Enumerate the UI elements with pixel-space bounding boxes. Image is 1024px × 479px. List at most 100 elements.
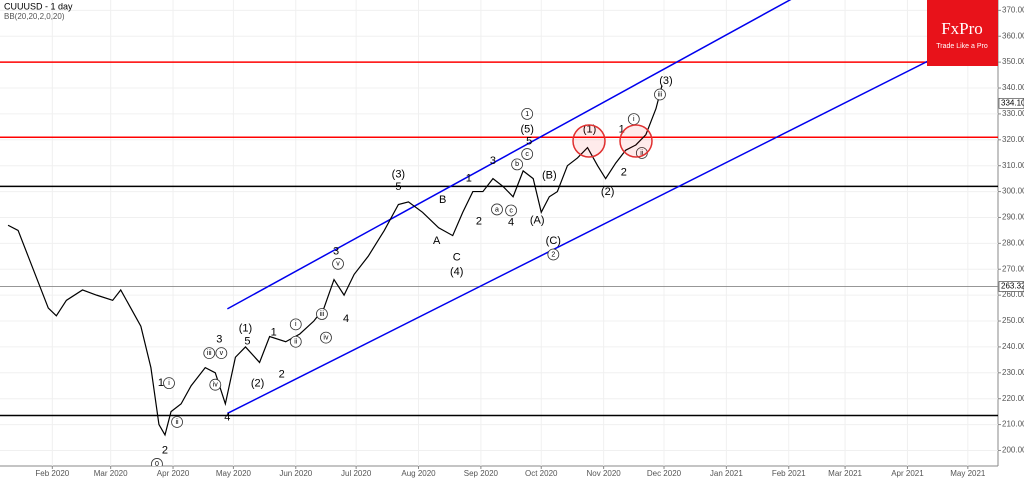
wave-label: ii [640, 150, 644, 157]
wave-label: 1 [619, 123, 625, 135]
wave-label: i [633, 116, 635, 123]
wave-circle [521, 148, 534, 160]
wave-circle [203, 347, 216, 360]
x-tick-label: Oct 2020 [525, 469, 558, 478]
plot: 021 iiiiiiivv34(1)5(2)12iiiiiiivv34(3)5BA… [0, 0, 998, 468]
wave-label: 1 [466, 173, 472, 185]
wave-circle [521, 108, 534, 120]
wave-label: 4 [508, 217, 514, 229]
channel-line [227, 25, 998, 415]
wave-label: (2) [601, 186, 614, 198]
wave-label: 5 [244, 336, 250, 348]
wave-circle [171, 416, 183, 428]
x-tick-label: Feb 2020 [35, 469, 69, 478]
wave-label: (1) [239, 323, 252, 335]
y-tick-label: 200.00 [1002, 446, 1024, 455]
y-tick-label: 250.00 [1002, 316, 1024, 325]
wave-circle [289, 318, 302, 331]
wave-label: iv [323, 334, 329, 341]
wave-circle [151, 458, 163, 466]
wave-label: v [220, 350, 224, 357]
wave-label: a [495, 206, 499, 213]
y-tick-label: 290.00 [1002, 213, 1024, 222]
logo-tagline: Trade Like a Pro [936, 43, 988, 50]
y-tick-label: 210.00 [1002, 420, 1024, 429]
price-label: 263.32 [1001, 282, 1024, 291]
price-line [7, 85, 663, 437]
y-tick-label: 260.00 [1002, 290, 1024, 299]
wave-label: c [525, 151, 529, 158]
price-label-box [998, 281, 1024, 292]
wave-circle [320, 331, 332, 344]
wave-circle [654, 88, 666, 101]
wave-label: 2 [279, 369, 285, 381]
x-tick-label: Mar 2021 [828, 469, 862, 478]
wave-label: 1 [525, 111, 529, 118]
wave-label: 0 [155, 461, 159, 468]
wave-label: (4) [450, 266, 463, 278]
y-tick-label: 360.00 [1002, 31, 1024, 40]
wave-label: iii [207, 350, 212, 357]
wave-label: b [515, 161, 519, 168]
wave-circle [332, 257, 344, 270]
wave-circle [215, 347, 228, 360]
wave-label: i [295, 321, 297, 328]
wave-label: (3) [392, 168, 405, 180]
y-tick-label: 370.00 [1002, 5, 1024, 14]
wave-circle [491, 203, 503, 216]
wave-label: 4 [224, 411, 230, 423]
logo-box [927, 0, 998, 66]
wave-label: (C) [546, 235, 561, 247]
x-tick-label: Aug 2020 [401, 469, 436, 478]
x-tick-label: May 2021 [950, 469, 986, 478]
x-tick-label: Mar 2020 [94, 469, 128, 478]
price-label: 334.10 [1001, 98, 1024, 107]
logo-brand: FxPro [941, 19, 983, 38]
wave-label: 2 [621, 166, 627, 178]
wave-label: i [168, 380, 170, 387]
wave-label: 3 [490, 155, 496, 167]
wave-circle [163, 377, 175, 390]
y-tick-label: 220.00 [1002, 394, 1024, 403]
y-tick-label: 330.00 [1002, 109, 1024, 118]
x-tick-label: Jul 2020 [341, 469, 372, 478]
y-tick-label: 230.00 [1002, 368, 1024, 377]
y-tick-label: 270.00 [1002, 264, 1024, 273]
wave-label: C [453, 252, 461, 264]
wave-label: c [509, 207, 513, 214]
x-tick-label: Nov 2020 [587, 469, 622, 478]
wave-label: v [336, 261, 340, 268]
wave-label: 4 [343, 313, 349, 325]
wave-circle [289, 335, 302, 348]
wave-label: (2) [251, 378, 264, 390]
x-tick-label: May 2020 [216, 469, 252, 478]
wave-label: iii [320, 311, 325, 318]
y-tick-label: 340.00 [1002, 83, 1024, 92]
wave-label: A [433, 235, 441, 247]
wave-label: (5) [520, 123, 533, 135]
y-tick-label: 240.00 [1002, 342, 1024, 351]
channel-line [227, 0, 792, 310]
wave-label: 3 [333, 245, 339, 257]
wave-circle [511, 158, 524, 171]
highlight-circle [619, 124, 653, 158]
wave-label: (A) [530, 215, 545, 227]
wave-label: iv [213, 382, 219, 389]
y-tick-label: 310.00 [1002, 161, 1024, 170]
wave-label: 1 [271, 326, 277, 338]
wave-circle [547, 248, 560, 261]
highlight-circle [572, 124, 606, 158]
wave-label: (B) [542, 169, 557, 181]
wave-label: ii [294, 339, 298, 346]
wave-label: 2 [476, 216, 482, 228]
wave-label: 5 [526, 136, 532, 148]
wave-circle [209, 378, 222, 391]
wave-label: 2 [162, 444, 168, 456]
wave-label: 2 [551, 251, 555, 258]
y-tick-label: 320.00 [1002, 135, 1024, 144]
y-tick-label: 280.00 [1002, 238, 1024, 247]
x-tick-label: Apr 2021 [891, 469, 924, 478]
wave-label: 1 [158, 377, 164, 389]
